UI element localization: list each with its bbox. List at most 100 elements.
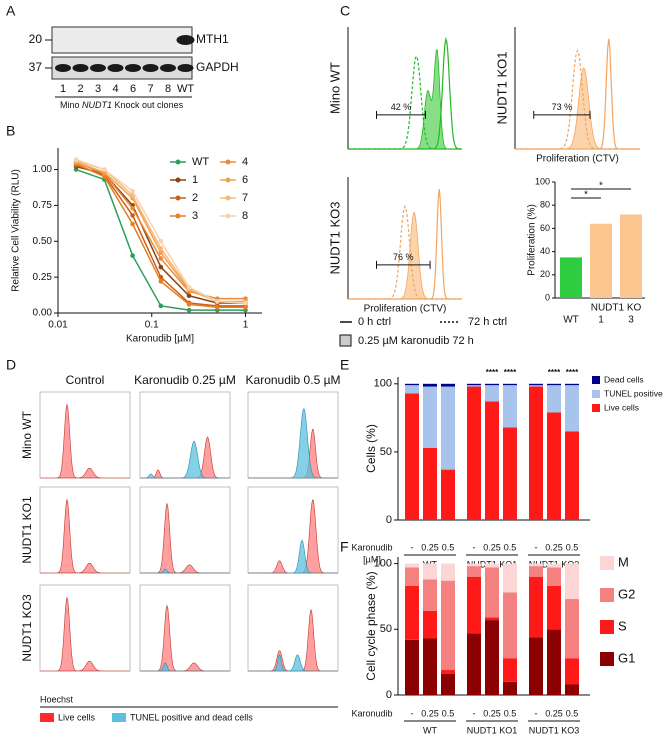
hist-frame [139,584,231,672]
legend-label: 3 [192,210,198,222]
legend-label: 8 [242,210,248,222]
hist-frame [39,391,131,479]
histogram [515,67,640,150]
legend-marker [225,159,231,165]
panel-label: D [6,357,16,373]
dose-point [214,299,220,304]
dose-point [158,279,164,284]
y-tick-label: 0.00 [33,308,53,319]
bar-segment [485,617,499,621]
dose-point [158,256,164,261]
bar [590,223,612,298]
x-axis-label: Hoechst [40,694,74,704]
protein-label: MTH1 [196,32,229,46]
legend-label: Live cells [58,712,96,722]
bar-segment [565,658,579,685]
legend-swatch [600,652,614,666]
dose-point [186,284,192,290]
histogram [515,38,640,150]
legend-label: TUNEL positive and dead cells [130,712,253,722]
marker-label: 20 [29,32,43,46]
x-axis-label: [µM] [363,554,381,564]
legend-swatch [40,713,54,722]
x-tick-label: 0.25 [545,708,563,718]
x-tick-label: 0.25 [483,542,501,552]
panel-label: F [340,539,349,555]
bar-segment [565,684,579,695]
column-title: Karonudib 0.5 µM [246,373,341,387]
bar-segment [423,383,437,387]
dose-point [243,304,248,310]
caption-part: Mino [60,100,82,110]
x-tick-label: - [411,542,414,552]
bar-segment [529,386,543,520]
dose-point [130,205,135,211]
legend-marker [175,195,181,201]
histogram [348,36,462,150]
sig-label: **** [548,368,561,377]
bar-segment [485,567,499,618]
histogram [248,408,338,479]
y-tick-label: 0.25 [33,272,53,283]
y-tick-label: 40 [540,246,550,256]
y-tick-label: 60 [540,223,550,233]
x-tick-label: 0.25 [421,708,439,718]
bar-segment [485,620,499,695]
y-axis-label: Cells (%) [364,424,378,473]
bar-segment [441,580,455,671]
bar-segment [503,383,517,386]
bar-segment [423,610,437,639]
y-tick-label: 0 [386,689,392,701]
bar-segment [503,427,517,520]
bar-segment [467,385,481,387]
lane-label: WT [177,83,194,95]
bar-segment [565,599,579,659]
bar-segment [529,637,543,695]
gapdh-band [160,64,176,72]
bar-segment [423,386,437,448]
gapdh-band [72,64,89,72]
legend-label: G1 [618,650,635,665]
gate-label: 76 % [393,252,414,262]
dose-point [130,253,135,258]
bar-segment [529,566,543,577]
bar-segment [565,383,579,386]
bar-segment [547,385,561,413]
bar-segment [405,585,419,640]
bar [620,214,642,298]
legend-swatch [600,620,614,634]
legend-label: G2 [618,586,635,601]
flow-x-label: Proliferation (CTV) [536,154,619,165]
hist-frame [139,486,231,574]
dose-point [158,303,164,309]
bar-segment [547,629,561,695]
gapdh-band [177,64,194,72]
lane-label: 6 [130,83,136,95]
y-tick-label: 0 [386,514,392,526]
panel-label: B [6,123,15,139]
group-label: NUDT1 KO3 [529,725,580,735]
dose-curve [75,163,246,309]
bar-segment [467,576,481,634]
legend-label: 0 h ctrl [358,316,391,328]
bar-segment [441,563,455,581]
gate-label: 73 % [552,102,573,112]
x-tick-label: 1 [598,315,604,326]
dose-point [186,302,192,307]
x-axis-label: Karonudib [351,708,392,718]
lane-label: 4 [112,83,118,95]
caption-part: NUDT1 [82,100,112,110]
x-tick-label: 3 [628,315,634,326]
panel-label: E [340,357,349,373]
histogram [348,49,462,150]
hist-frame [39,486,131,574]
bar-segment [441,386,455,470]
x-axis-label: Karonudib [µM] [126,334,194,345]
dose-point [130,221,135,227]
legend-label: Live cells [604,402,639,412]
x-axis-label: Karonudib [351,542,392,552]
dose-point [158,264,164,270]
y-tick-label: 80 [540,200,550,210]
legend-marker [225,195,231,201]
y-tick-label: 50 [380,446,392,458]
